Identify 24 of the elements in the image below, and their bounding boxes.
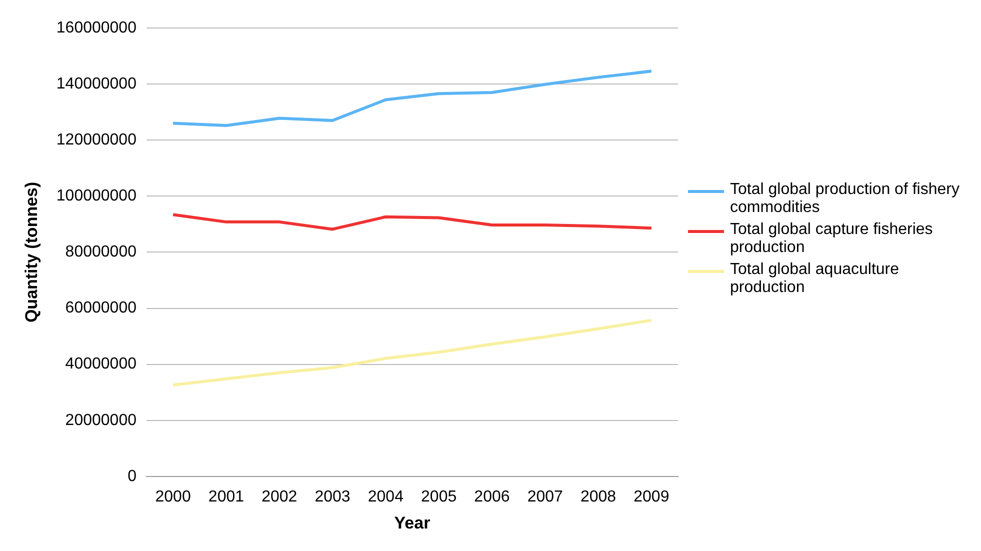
y-tick-label: 140000000 [56,75,137,92]
x-tick-label: 2000 [155,488,191,506]
x-tick-label: 2006 [474,488,510,506]
y-tick-label: 80000000 [65,244,137,261]
x-tick-label: 2009 [634,488,670,506]
y-tick-label: 20000000 [65,412,137,429]
x-axis-title: Year [394,513,431,532]
y-tick-label: 0 [128,468,137,485]
legend-label: Total global capture fisheries production [730,220,934,256]
x-tick-label: 2001 [208,488,244,506]
x-tick-label: 2004 [368,488,404,506]
y-tick-label: 40000000 [65,356,137,373]
y-axis-title: Quantity (tonnes) [22,182,41,323]
x-tick-label: 2005 [421,488,457,506]
y-tick-label: 60000000 [65,300,137,317]
x-tick-label: 2007 [527,488,564,506]
x-tick-label: 2003 [314,488,350,506]
legend-label: Total global production of fishery commodities [730,180,960,216]
legend-label: Total global aquaculture production [730,260,900,296]
y-tick-label: 160000000 [56,19,137,36]
x-tick-label: 2008 [580,488,616,506]
y-tick-label: 120000000 [56,132,137,149]
x-tick-label: 2002 [262,488,298,506]
y-tick-label: 100000000 [56,188,137,205]
